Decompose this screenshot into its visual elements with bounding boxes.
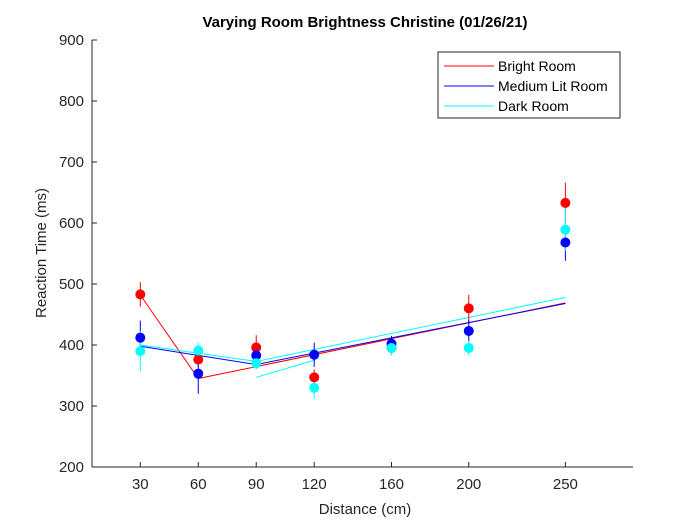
y-tick-label: 800 [59,93,84,110]
legend: Bright Room Medium Lit Room Dark Room [437,51,621,119]
data-point-series-2 [560,224,571,235]
data-point-series-0 [309,372,320,383]
y-axis-label: Reaction Time (ms) [33,188,50,318]
y-tick-label: 200 [59,459,84,476]
data-point-series-1 [193,368,204,379]
data-point-series-0 [560,197,571,208]
data-point-series-2 [135,346,146,357]
fit-line-extra-series-2 [256,359,315,378]
legend-label-series-0: Bright Room [498,58,576,74]
y-tick-label: 900 [59,32,84,49]
legend-box [437,51,621,119]
x-tick-label: 160 [379,476,404,493]
x-tick-label: 30 [132,476,149,493]
x-axis-label: Distance (cm) [319,501,412,518]
data-point-series-1 [135,332,146,343]
data-point-series-2 [386,343,397,354]
x-tick-label: 90 [248,476,265,493]
x-tick-label: 120 [302,476,327,493]
plot-area: 200 300 400 500 600 700 800 900 30 60 90 120 160 200 2… [59,32,633,493]
legend-label-series-2: Dark Room [498,98,569,114]
data-point-series-1 [560,237,571,248]
data-point-series-1 [309,349,320,360]
legend-label-series-1: Medium Lit Room [498,78,608,94]
data-point-series-2 [251,358,262,369]
y-tick-label: 300 [59,398,84,415]
x-tick-label: 60 [190,476,207,493]
y-tick-label: 600 [59,215,84,232]
y-tick-label: 500 [59,276,84,293]
data-point-series-0 [135,289,146,300]
data-point-series-0 [193,354,204,365]
data-point-series-2 [309,382,320,393]
y-tick-label: 400 [59,337,84,354]
x-tick-label: 200 [456,476,481,493]
data-point-series-0 [251,342,262,353]
chart-title: Varying Room Brightness Christine (01/26… [202,14,527,31]
data-point-series-2 [193,345,204,356]
data-point-series-1 [251,350,262,361]
data-point-series-0 [463,303,474,314]
data-point-series-1 [463,325,474,336]
y-tick-label: 700 [59,154,84,171]
x-tick-label: 250 [553,476,578,493]
data-point-series-2 [463,343,474,354]
